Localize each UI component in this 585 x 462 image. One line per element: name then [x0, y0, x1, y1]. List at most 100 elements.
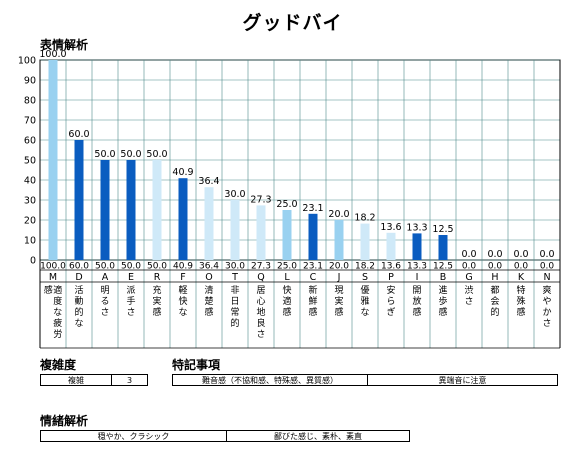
description-char: 安: [386, 284, 395, 296]
description-char: な: [74, 318, 83, 329]
description-char: ぎ: [386, 306, 395, 318]
bar-letter-label: M: [49, 272, 57, 283]
description-char: 日: [230, 296, 239, 307]
description-char: 爽: [542, 285, 551, 296]
description-char: 軽: [178, 285, 187, 296]
y-tick-label: 30: [24, 196, 36, 207]
description-char: 感: [282, 306, 291, 318]
description-char: 歩: [438, 295, 447, 307]
bar-value-row-label: 50.0: [121, 262, 141, 272]
bar: [204, 187, 214, 260]
bar-letter-label: A: [102, 272, 109, 283]
bar-value-row-label: 12.5: [433, 262, 453, 272]
description-char: 動: [74, 296, 83, 307]
features-section-title: 特記事項: [172, 358, 221, 372]
bar-letter-label: R: [154, 272, 161, 283]
features-box: 難音感（不協和感、特殊感、異質感） 異端音に注意: [172, 374, 558, 386]
description-char: 常: [230, 306, 239, 318]
bar-value-row-label: 20.0: [329, 262, 349, 272]
bar-value-label: 60.0: [68, 129, 89, 140]
bar: [178, 178, 188, 260]
bar: [438, 235, 448, 260]
bar-letter-label: O: [205, 272, 212, 283]
description-char: 渋: [464, 284, 473, 296]
description-char: な: [360, 307, 369, 318]
bar-letter-label: J: [337, 272, 341, 283]
description-char: 充: [152, 284, 161, 296]
bar-value-label: 40.9: [172, 167, 193, 178]
bar-letter-label: S: [362, 272, 368, 283]
bar-letter-label: E: [128, 272, 134, 283]
description-char: 快: [178, 295, 187, 307]
description-char: な: [178, 307, 187, 318]
description-char: さ: [100, 307, 109, 318]
description-char: さ: [464, 296, 473, 307]
description-char: 的: [490, 306, 499, 318]
bar-letter-label: N: [543, 272, 550, 283]
description-char: 清: [204, 284, 213, 296]
bar-value-row-label: 18.2: [355, 262, 375, 272]
bar-value-label: 13.6: [380, 222, 401, 233]
description-char: さ: [542, 318, 551, 329]
bar-value-label: 0.0: [487, 249, 502, 260]
description-char: る: [100, 296, 109, 307]
description-char: 非: [230, 284, 239, 296]
bar: [334, 220, 344, 260]
y-tick-label: 20: [24, 216, 36, 227]
emotion-bar-chart: 0102030405060708090100100.0100.0M適度な疲労感6…: [18, 49, 561, 349]
description-char: 雅: [360, 295, 369, 307]
bar-value-label: 100.0: [39, 49, 66, 60]
bar-letter-label: D: [75, 272, 82, 283]
y-tick-label: 90: [24, 76, 36, 87]
bar: [152, 160, 162, 260]
complexity-box: 複雑 3: [40, 374, 148, 386]
bar-value-label: 0.0: [539, 249, 554, 260]
description-char: 進: [438, 284, 447, 296]
bar-value-row-label: 27.3: [251, 262, 271, 272]
mood-box: 穏やか、クラシック 鄙びた感じ、素朴、素直: [40, 430, 410, 442]
bar-value-row-label: 0.0: [488, 262, 503, 272]
bar-letter-label: K: [518, 272, 525, 283]
mood-section-title: 情緒解析: [40, 414, 89, 428]
y-tick-label: 0: [30, 256, 36, 267]
description-char: 感: [152, 306, 161, 318]
bar-letter-label: B: [440, 272, 447, 283]
bar-value-row-label: 40.9: [173, 262, 193, 272]
description-char: 感: [44, 284, 53, 296]
bar-value-row-label: 50.0: [95, 262, 115, 272]
bar: [282, 210, 292, 260]
description-char: 実: [152, 295, 161, 307]
description-char: 楚: [204, 295, 213, 307]
bar: [308, 213, 318, 260]
bar-value-label: 13.3: [406, 222, 427, 233]
bar-letter-label: I: [416, 272, 419, 283]
bar-letter-label: L: [284, 272, 290, 283]
bar: [74, 140, 84, 260]
description-char: 適: [53, 284, 62, 296]
y-tick-label: 70: [24, 116, 36, 127]
bar-value-label: 25.0: [276, 199, 297, 210]
bar-value-row-label: 0.0: [462, 262, 477, 272]
bar: [100, 160, 110, 260]
page-title: グッドバイ: [242, 12, 343, 34]
y-tick-label: 50: [24, 156, 36, 167]
bar: [360, 223, 370, 260]
description-char: 疲: [53, 317, 62, 329]
description-char: 鮮: [308, 295, 317, 307]
description-char: 実: [334, 295, 343, 307]
description-char: 活: [74, 284, 83, 296]
description-char: 労: [53, 328, 62, 340]
mood-item-2: 鄙びた感じ、素朴、素直: [274, 431, 362, 441]
description-char: 感: [516, 306, 525, 318]
bar-value-row-label: 25.0: [277, 262, 297, 272]
bar-value-label: 30.0: [224, 189, 245, 200]
description-char: 特: [516, 284, 525, 296]
description-char: さ: [126, 307, 135, 318]
y-tick-label: 40: [24, 176, 36, 187]
bar-value-row-label: 36.4: [199, 262, 219, 272]
bar: [256, 205, 266, 260]
description-char: 派: [126, 285, 135, 296]
complexity-label: 複雑: [41, 375, 112, 385]
y-tick-label: 60: [24, 136, 36, 147]
description-char: 地: [256, 306, 265, 318]
